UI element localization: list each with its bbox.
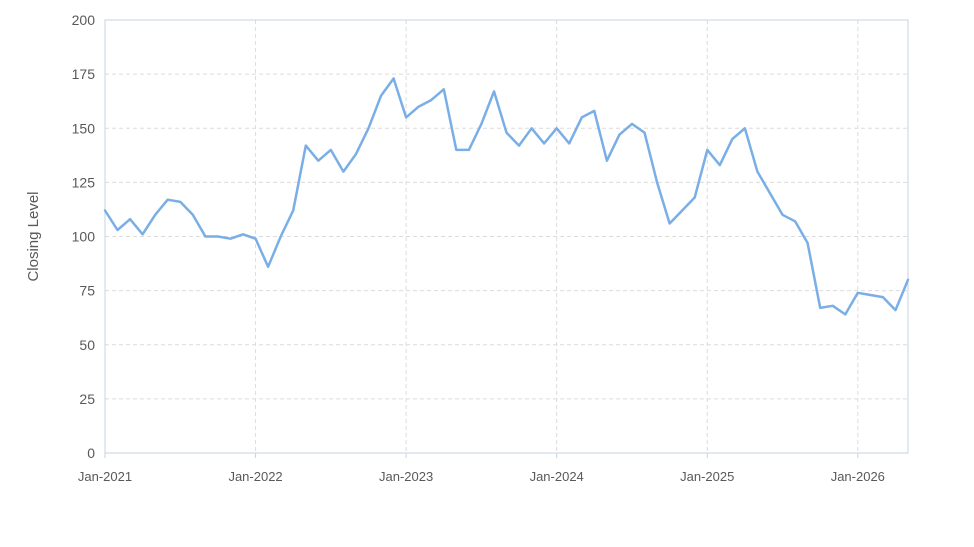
y-tick-label: 75 [79,283,95,299]
x-tick-label: Jan-2022 [228,469,282,484]
y-tick-label: 175 [72,66,96,82]
x-tick-label: Jan-2021 [78,469,132,484]
series-line [103,77,910,316]
y-tick-label: 150 [72,120,96,136]
y-tick-label: 25 [79,391,95,407]
y-tick-label: 50 [79,337,95,353]
y-tick-label: 125 [72,174,96,190]
x-tick-label: Jan-2026 [831,469,885,484]
y-axis-title: Closing Level [25,191,42,281]
axes [104,19,909,454]
plot-frame [104,19,909,454]
y-tick-label: 0 [87,445,95,461]
y-tick-label: 200 [72,12,96,28]
y-tick-label: 100 [72,229,96,245]
x-tick-label: Jan-2024 [530,469,584,484]
y-axis-ticks: 0 25 50 75 100 125 150 175 200 [72,12,96,461]
x-tick-label: Jan-2025 [680,469,734,484]
grid [104,19,908,454]
x-axis-ticks: Jan-2021 Jan-2022 Jan-2023 Jan-2024 Jan-2025… [78,453,885,484]
x-tick-label: Jan-2023 [379,469,433,484]
series [103,77,910,316]
